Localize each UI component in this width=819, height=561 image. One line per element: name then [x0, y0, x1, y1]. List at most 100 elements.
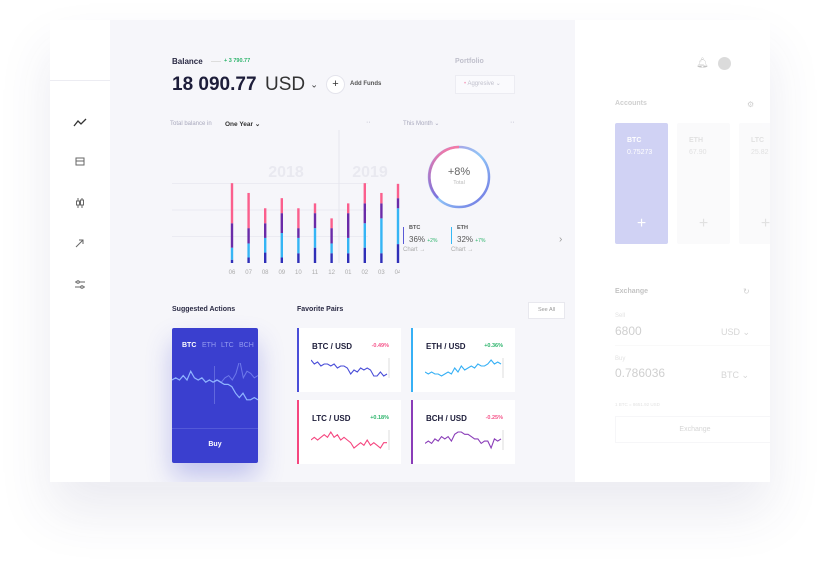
pair-name: BTC / USD — [312, 342, 352, 351]
bar-segment — [264, 208, 267, 224]
year-label: 2019 — [352, 164, 388, 181]
avatar[interactable] — [718, 57, 731, 70]
balance-label: Balance — [172, 57, 203, 66]
wallet-icon[interactable] — [72, 157, 88, 169]
bar-segment — [330, 218, 333, 229]
bell-icon[interactable]: 🔔︎ — [696, 58, 709, 69]
bar-segment — [330, 253, 333, 263]
x-tick-label: 02 — [361, 270, 368, 276]
favorite-pair-card[interactable]: BCH / USD -0.25% — [411, 400, 515, 464]
favorite-pair-card[interactable]: ETH / USD +0.36% — [411, 328, 515, 392]
balance-change: + 3 790.77 — [224, 58, 251, 64]
favorite-pair-card[interactable]: LTC / USD +0.18% — [297, 400, 401, 464]
main-panel: Balance + 3 790.77 18 090.77 USD ⌄ + Add… — [110, 20, 575, 482]
buy-currency-select[interactable]: BTC ⌄ — [721, 370, 750, 380]
bar-segment — [230, 223, 234, 248]
bar-segment — [363, 203, 366, 224]
tab-bch[interactable]: BCH — [239, 342, 254, 349]
x-tick-label: 04 — [395, 270, 400, 276]
comparison-line — [213, 363, 258, 383]
currency-select[interactable]: USD ⌄ — [265, 74, 318, 96]
bar-segment — [280, 233, 283, 258]
divider — [50, 80, 110, 81]
portfolio-select[interactable]: • Aggresive ⌄ — [455, 75, 515, 94]
plus-icon: + — [636, 215, 647, 232]
bar-segment — [380, 203, 383, 219]
x-tick-label: 07 — [245, 270, 252, 276]
bar-segment — [380, 253, 383, 263]
tab-ltc[interactable]: LTC — [221, 342, 234, 349]
bar-segment — [230, 183, 234, 224]
tab-eth[interactable]: ETH — [202, 342, 216, 349]
accounts-label: Accounts — [615, 100, 647, 107]
bar-segment — [380, 192, 383, 204]
coin-pct: 32% +7% — [457, 235, 486, 244]
coin-chart-link[interactable]: Chart → — [403, 247, 426, 253]
divider — [211, 61, 221, 62]
bar-segment — [347, 237, 350, 254]
account-card-btc[interactable]: BTC 0.75273 + — [615, 123, 668, 244]
bar-segment — [297, 253, 300, 263]
more-options-icon[interactable]: ·· — [510, 119, 515, 126]
add-funds-label[interactable]: Add Funds — [350, 81, 382, 87]
exchange-icon[interactable] — [72, 238, 88, 250]
gear-icon[interactable]: ⚙ — [747, 100, 755, 109]
plus-icon: + — [332, 78, 339, 90]
bar-segment — [313, 203, 317, 214]
see-all-button[interactable]: See All — [528, 302, 565, 319]
exchange-label: Exchange — [615, 288, 649, 295]
plus-icon: + — [698, 215, 709, 232]
coin-chart-link[interactable]: Chart → — [451, 247, 474, 253]
bar-segment — [280, 213, 283, 234]
period-select[interactable]: One Year ⌄ — [225, 121, 261, 128]
x-tick-label: 01 — [345, 270, 352, 276]
bar-segment — [313, 228, 317, 248]
pair-name: ETH / USD — [426, 342, 466, 351]
period-value: One Year — [225, 121, 254, 128]
settings-sliders-icon[interactable] — [72, 280, 88, 292]
buy-button[interactable]: Buy — [208, 441, 222, 448]
pair-sparkline — [425, 430, 504, 450]
more-options-icon[interactable]: ·· — [366, 119, 371, 126]
x-tick-label: 03 — [378, 270, 385, 276]
bar-segment — [363, 223, 366, 248]
donut-chart — [427, 145, 491, 209]
donut-percent: +8% — [447, 166, 471, 178]
currency-value: USD — [265, 74, 306, 95]
sparkline-path — [425, 431, 502, 450]
sell-currency-select[interactable]: USD ⌄ — [721, 327, 751, 337]
add-funds-button[interactable]: + — [326, 75, 345, 94]
account-card-eth[interactable]: ETH 67.90 + — [677, 123, 730, 244]
suggested-action-card: BTC ETH LTC BCH Buy — [172, 328, 258, 463]
sparkline-path — [311, 359, 388, 377]
buy-input[interactable]: 0.786036 — [615, 366, 666, 380]
favorite-pair-card[interactable]: BTC / USD -0.49% — [297, 328, 401, 392]
bar-segment — [247, 228, 250, 244]
suggested-sparkline — [172, 363, 258, 401]
bar-segment — [280, 198, 283, 214]
account-card-ltc[interactable]: LTC 25.82 + — [739, 123, 770, 244]
tab-btc[interactable]: BTC — [182, 342, 197, 349]
bar-segment — [330, 228, 333, 244]
right-panel: 🔔︎ Accounts ⚙ BTC 0.75273 + ETH 67.90 + LTC 2… — [575, 20, 770, 482]
chart-line-icon[interactable] — [72, 118, 88, 130]
sell-input[interactable]: 6800 — [615, 324, 770, 346]
coin-name: ETH — [457, 225, 468, 231]
bar-segment — [347, 203, 350, 214]
candles-icon[interactable] — [72, 198, 88, 210]
x-tick-label: 12 — [328, 270, 335, 276]
pair-change: -0.25% — [485, 415, 503, 421]
exchange-button[interactable]: Exchange — [615, 416, 770, 443]
bar-segment — [297, 237, 300, 254]
chevron-right-icon[interactable]: › — [559, 234, 563, 245]
sparkline-path — [425, 359, 502, 377]
chevron-down-icon: ⌄ — [310, 79, 318, 90]
this-month-select[interactable]: This Month ⌄ — [403, 121, 440, 127]
suggested-actions-label: Suggested Actions — [172, 306, 236, 313]
bar-segment — [396, 183, 400, 199]
bar-segment — [363, 247, 366, 263]
pair-change: -0.49% — [371, 343, 389, 349]
x-tick-label: 06 — [229, 270, 236, 276]
x-tick-label: 10 — [295, 270, 302, 276]
refresh-icon[interactable]: ↻ — [743, 287, 750, 296]
